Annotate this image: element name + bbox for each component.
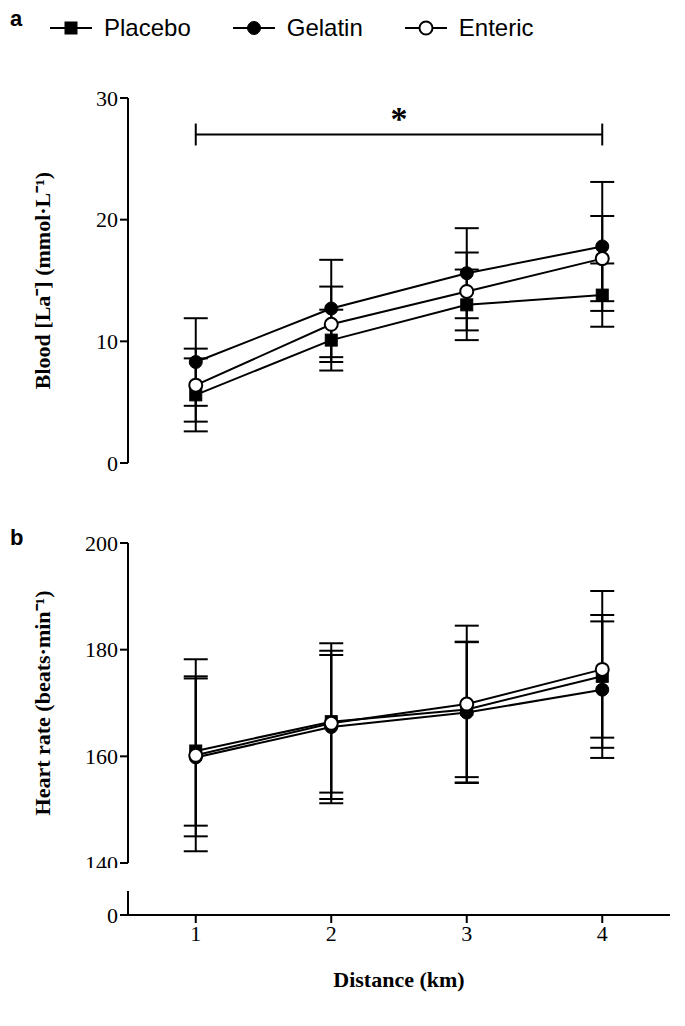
svg-text:4: 4 (597, 921, 608, 946)
html-text:Enteric: Enteric (458, 14, 534, 41)
html-text:b: b (10, 525, 24, 550)
svg-text:10: 10 (96, 329, 118, 354)
svg-text:*: * (391, 100, 408, 137)
svg-text:1: 1 (190, 921, 201, 946)
svg-text:20: 20 (96, 207, 118, 232)
svg-text:Distance (km): Distance (km) (333, 967, 464, 992)
svg-text:2: 2 (326, 921, 337, 946)
svg-text:160: 160 (85, 744, 118, 769)
svg-text:200: 200 (85, 531, 118, 556)
svg-text:180: 180 (85, 637, 118, 662)
svg-text:140: 140 (85, 851, 118, 868)
html-text:Gelatin: Gelatin (286, 14, 363, 41)
svg-text:3: 3 (461, 921, 472, 946)
html-text:Placebo: Placebo (104, 14, 191, 41)
svg-text:30: 30 (96, 86, 118, 111)
html-text:a: a (10, 6, 23, 31)
svg-text:Heart rate (beats·min⁻¹): Heart rate (beats·min⁻¹) (30, 591, 55, 816)
svg-text:Blood [La⁻] (mmol·L⁻¹): Blood [La⁻] (mmol·L⁻¹) (30, 172, 55, 389)
svg-text:0: 0 (107, 451, 118, 473)
svg-text:0: 0 (107, 903, 118, 928)
